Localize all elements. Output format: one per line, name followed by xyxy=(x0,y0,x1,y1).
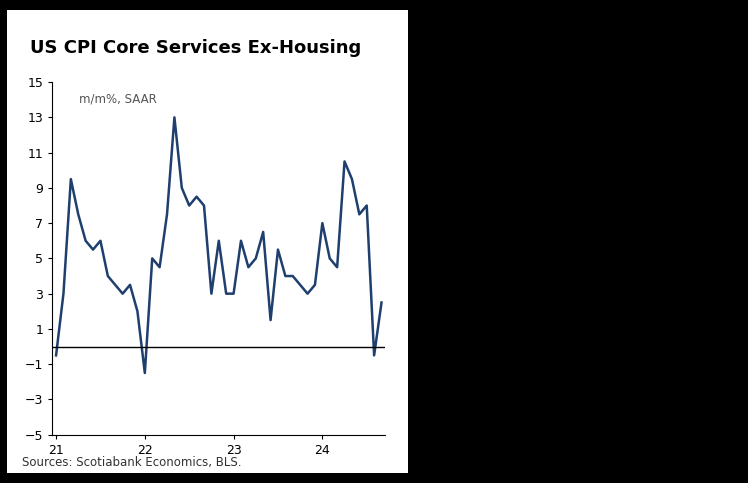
Text: US CPI Core Services Ex-Housing: US CPI Core Services Ex-Housing xyxy=(30,39,361,57)
Text: Sources: Scotiabank Economics, BLS.: Sources: Scotiabank Economics, BLS. xyxy=(22,455,242,469)
Text: m/m%, SAAR: m/m%, SAAR xyxy=(79,93,157,106)
